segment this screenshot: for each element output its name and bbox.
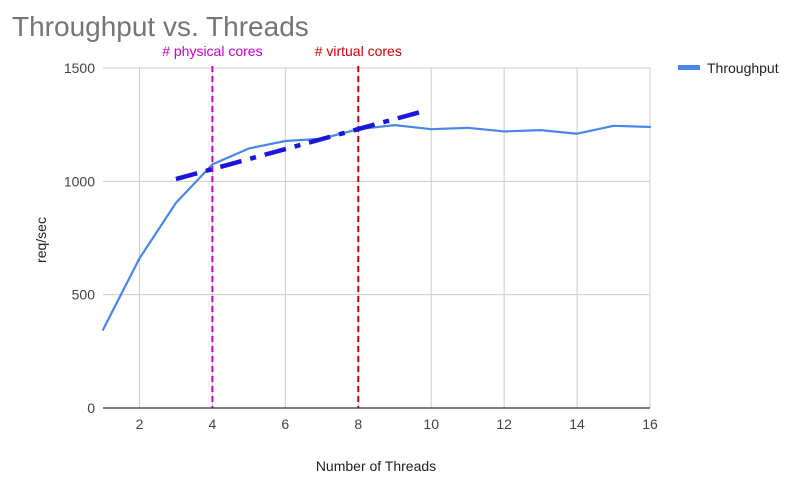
annotation-layer: # physical cores # virtual cores (162, 43, 402, 408)
y-tick-label: 0 (87, 400, 95, 416)
axis-layer: 0 500 1000 1500 2 4 6 8 10 12 14 16 (64, 60, 658, 432)
x-tick-label: 16 (642, 416, 658, 432)
x-tick-label: 2 (136, 416, 144, 432)
legend: Throughput (678, 60, 779, 76)
y-tick-label: 1000 (64, 173, 95, 189)
series-layer (103, 111, 650, 330)
legend-swatch-throughput (678, 65, 700, 70)
y-tick-label: 500 (72, 287, 96, 303)
x-tick-label: 4 (209, 416, 217, 432)
legend-label-throughput: Throughput (707, 60, 779, 76)
grid-layer (103, 68, 650, 408)
x-tick-label: 10 (423, 416, 439, 432)
y-axis-label: req/sec (33, 217, 49, 263)
x-tick-label: 6 (281, 416, 289, 432)
x-axis-label: Number of Threads (316, 458, 436, 474)
series-line-throughput (103, 125, 650, 330)
y-tick-label: 1500 (64, 60, 95, 76)
annotation-label: # physical cores (162, 43, 262, 59)
x-tick-label: 8 (354, 416, 362, 432)
annotation-label: # virtual cores (315, 43, 402, 59)
x-tick-label: 14 (569, 416, 585, 432)
chart-title: Throughput vs. Threads (12, 11, 309, 42)
x-tick-label: 12 (496, 416, 512, 432)
